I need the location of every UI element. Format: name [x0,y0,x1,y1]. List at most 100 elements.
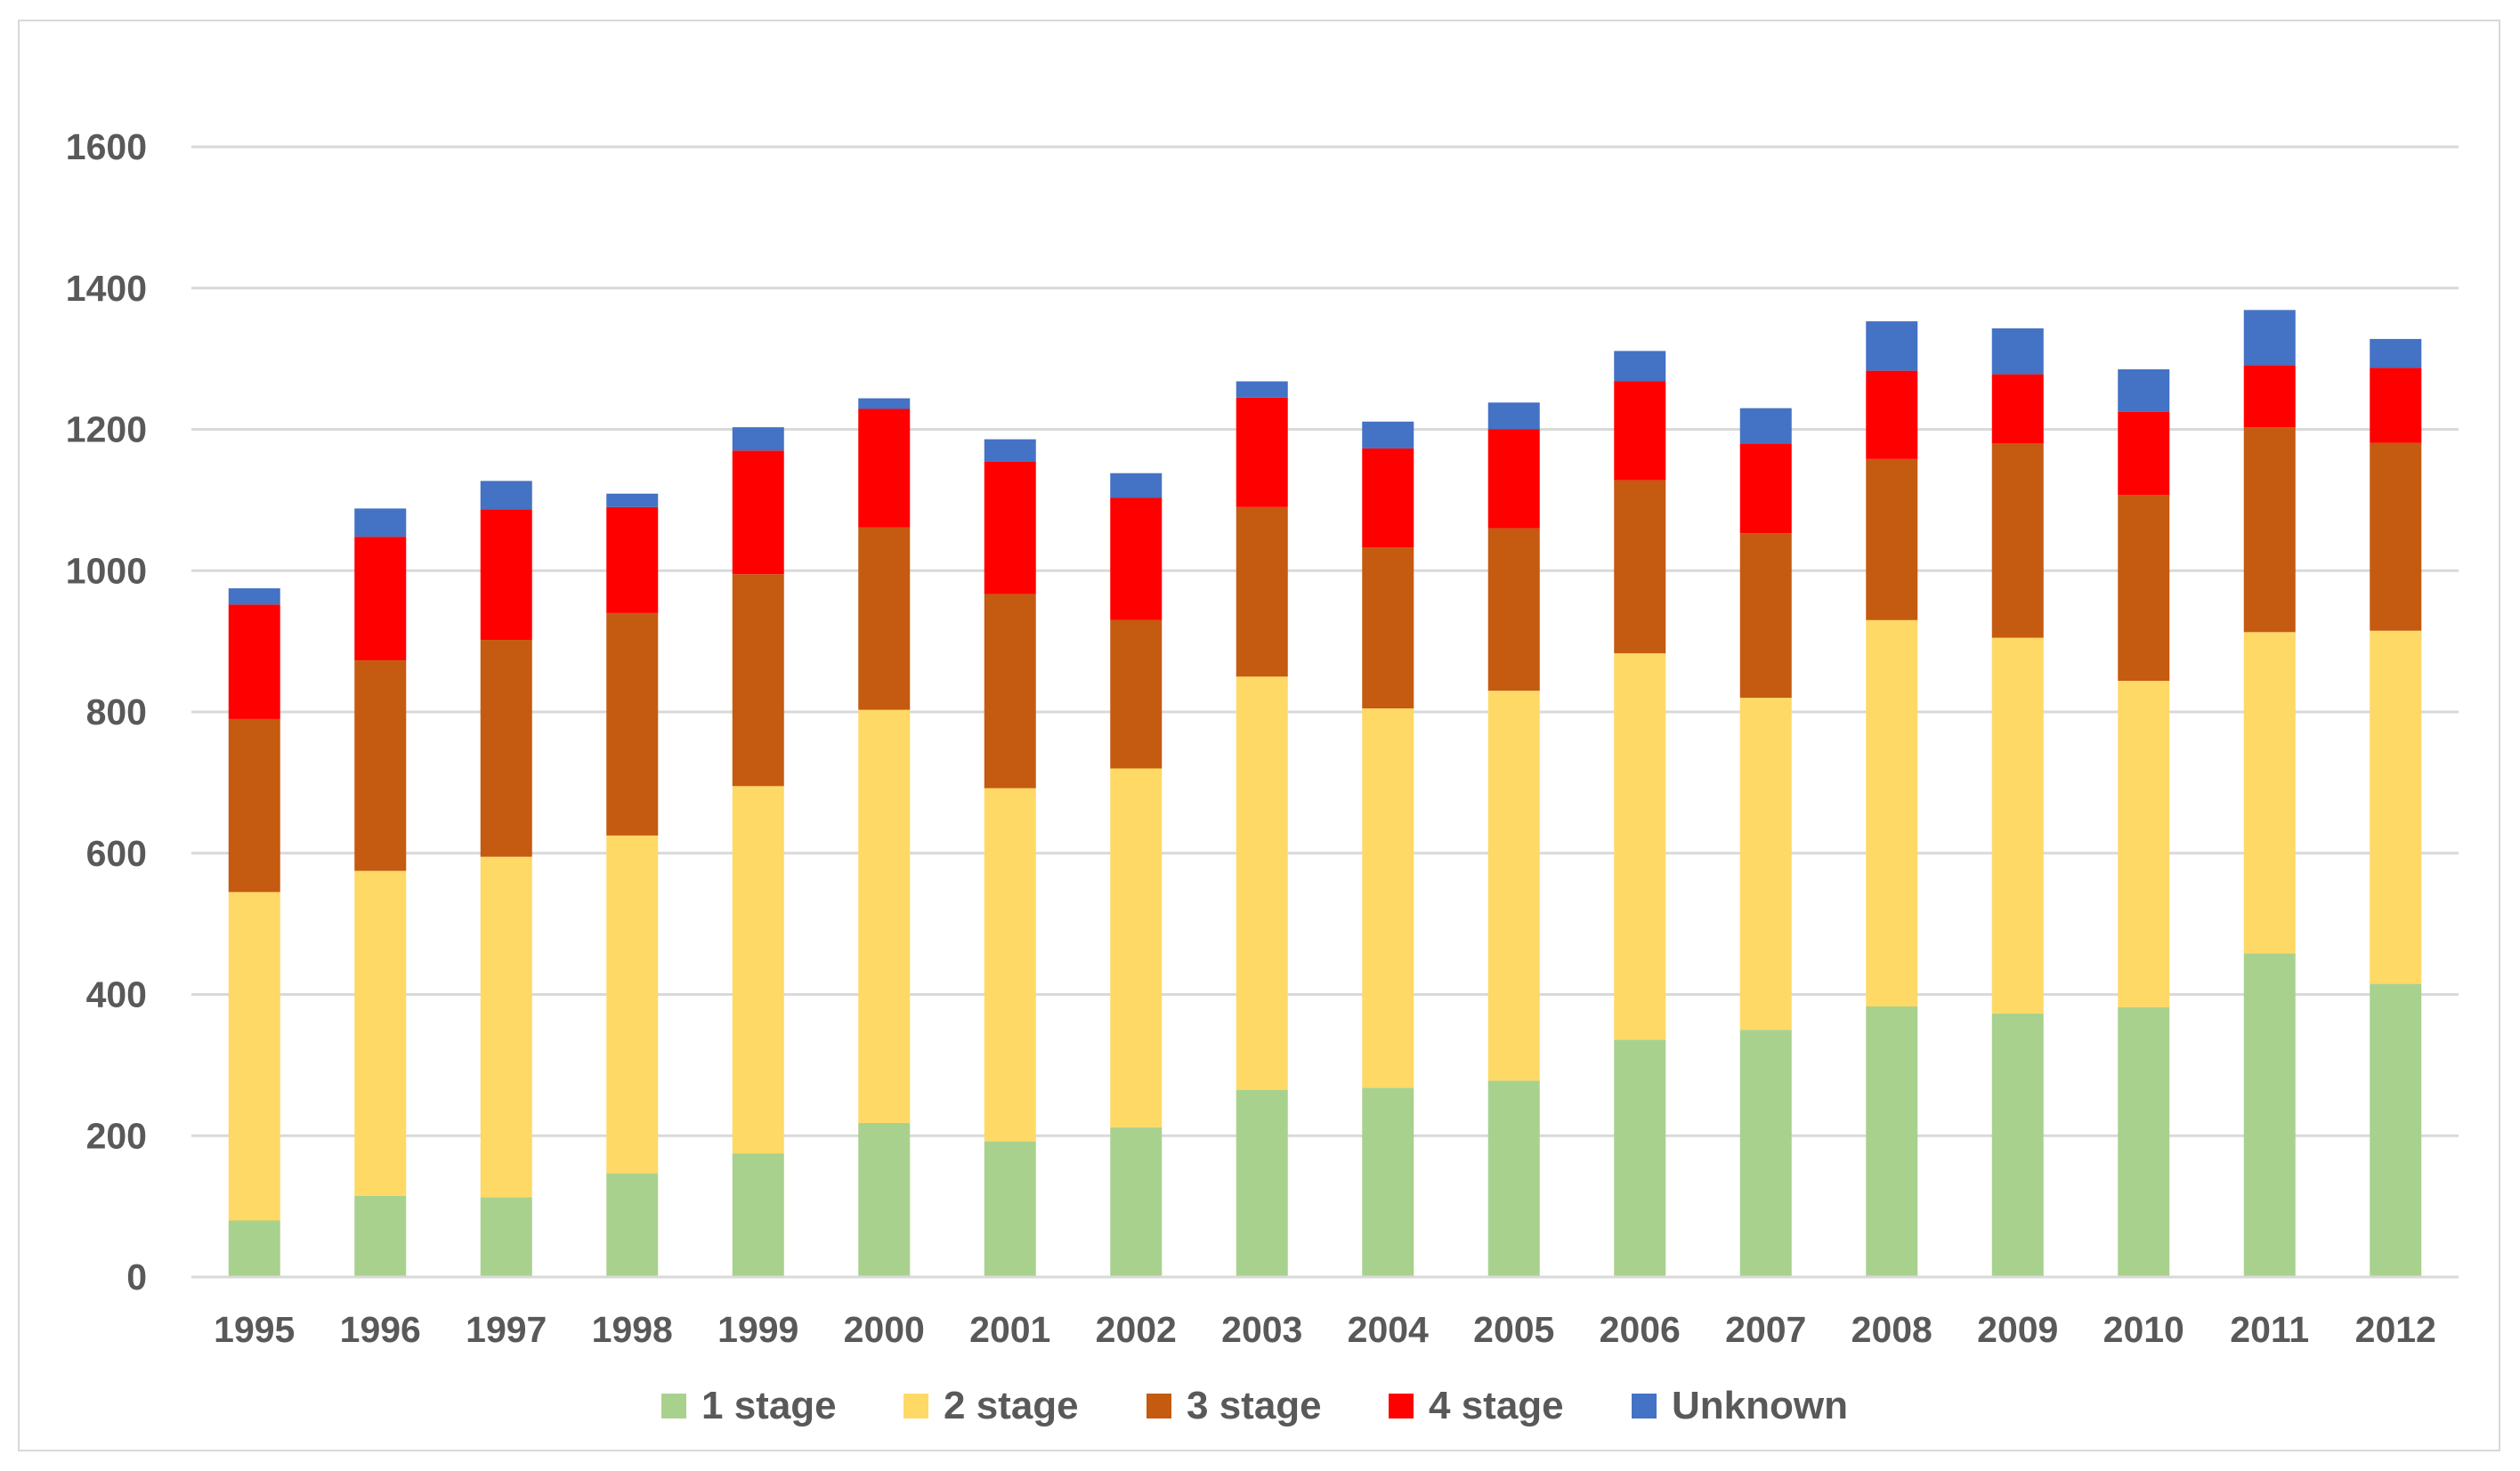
bar-2000-4-stage [858,408,911,528]
bar-1998-2-stage [606,835,659,1174]
bar-2011-1-stage [2243,953,2296,1277]
y-tick-label-800: 800 [86,691,147,732]
bar-2010-4-stage [2118,411,2170,496]
bar-2003-3-stage [1236,506,1288,677]
bar-2001-unknown [984,439,1036,463]
bar-2004-1-stage [1362,1087,1414,1277]
bar-1996-4-stage [354,537,407,661]
x-tick-label-1997: 1997 [466,1309,547,1350]
bar-1995-3-stage [228,718,280,893]
bar-2009-unknown [1991,327,2044,375]
bar-1996-1-stage [354,1195,407,1277]
bar-1995-4-stage [228,604,280,719]
bar-2002-4-stage [1110,497,1163,620]
bar-2008-1-stage [1866,1006,1918,1277]
bar-2004-4-stage [1362,448,1414,548]
bar-1999-1-stage [732,1153,784,1277]
bar-1999-3-stage [732,574,784,787]
bar-1997-2-stage [480,856,532,1198]
x-tick-label-1998: 1998 [592,1309,673,1350]
bar-2007-2-stage [1739,698,1792,1031]
x-axis-ticks: 1995 1996 1997 1998 1999 2000 2001 2002 2003 2004… [214,1309,2436,1350]
bar-2002-unknown [1110,473,1163,498]
bar-2002-3-stage [1110,619,1163,769]
bar-2010-2-stage [2118,681,2170,1007]
bar-1998-3-stage [606,612,659,836]
bar-2010-unknown [2118,369,2170,412]
bar-2006-3-stage [1614,480,1666,654]
bar-2003-2-stage [1236,676,1288,1090]
bar-2011-unknown [2243,310,2296,366]
bar-1998-4-stage [606,506,659,613]
y-tick-label-400: 400 [86,974,147,1015]
bar-1996-3-stage [354,660,407,871]
bar-1996-2-stage [354,870,407,1196]
legend: 1 stage 2 stage 3 stage 4 stage Unknown [661,1384,1848,1427]
bar-2012-4-stage [2370,368,2422,443]
bar-1996-unknown [354,508,407,537]
bar-2009-1-stage [1991,1013,2044,1277]
x-tick-label-2012: 2012 [2355,1309,2436,1350]
legend-label-1-stage: 1 stage [701,1384,837,1427]
bar-1997-unknown [480,481,532,510]
x-tick-label-2002: 2002 [1096,1309,1177,1350]
x-tick-label-1995: 1995 [214,1309,295,1350]
y-tick-label-1400: 1400 [66,268,147,309]
legend-swatch-2-stage [903,1394,928,1418]
bar-2010-3-stage [2118,495,2170,682]
bar-1998-unknown [606,493,659,507]
bar-2005-unknown [1487,402,1540,430]
bar-2012-2-stage [2370,630,2422,984]
legend-swatch-unknown [1632,1394,1657,1418]
y-tick-label-200: 200 [86,1115,147,1156]
x-tick-label-2007: 2007 [1725,1309,1806,1350]
bar-2007-3-stage [1739,533,1792,699]
bar-2004-unknown [1362,421,1414,449]
bar-1995-1-stage [228,1220,280,1277]
bar-2012-1-stage [2370,983,2422,1277]
bar-2006-unknown [1614,351,1666,382]
x-tick-label-2003: 2003 [1221,1309,1302,1350]
x-tick-label-1996: 1996 [340,1309,421,1350]
bar-2007-unknown [1739,408,1792,444]
bar-2011-4-stage [2243,365,2296,428]
bar-2009-3-stage [1991,443,2044,638]
y-tick-label-1000: 1000 [66,550,147,591]
legend-label-4-stage: 4 stage [1429,1384,1564,1427]
legend-swatch-1-stage [661,1394,686,1418]
bar-1995-unknown [228,588,280,605]
x-tick-label-2011: 2011 [2230,1309,2309,1350]
legend-swatch-3-stage [1147,1394,1171,1418]
bar-2002-1-stage [1110,1127,1163,1277]
x-tick-label-2010: 2010 [2103,1309,2184,1350]
bars [191,310,2459,1279]
bar-2005-2-stage [1487,691,1540,1081]
bar-2011-2-stage [2243,632,2296,954]
bar-1999-unknown [732,427,784,451]
bar-2008-3-stage [1866,458,1918,620]
bar-2004-3-stage [1362,547,1414,709]
y-tick-label-0: 0 [126,1257,147,1297]
bar-2000-3-stage [858,527,911,710]
bar-1997-4-stage [480,509,532,641]
bar-2004-2-stage [1362,708,1414,1088]
legend-label-3-stage: 3 stage [1187,1384,1322,1427]
y-axis-ticks: 0 200 400 600 800 1000 1200 1400 1600 [66,126,147,1297]
y-tick-label-1600: 1600 [66,126,147,167]
bar-2008-unknown [1866,321,1918,371]
bar-2001-4-stage [984,462,1036,594]
bar-1999-4-stage [732,450,784,575]
bar-2002-2-stage [1110,768,1163,1127]
bar-2010-1-stage [2118,1006,2170,1277]
x-tick-label-2005: 2005 [1473,1309,1554,1350]
bar-1995-2-stage [228,892,280,1221]
y-tick-label-600: 600 [86,833,147,874]
x-tick-label-2000: 2000 [844,1309,925,1350]
x-tick-label-2006: 2006 [1600,1309,1681,1350]
x-tick-label-2008: 2008 [1852,1309,1933,1350]
x-tick-label-2009: 2009 [1977,1309,2058,1350]
x-tick-label-1999: 1999 [717,1309,798,1350]
bar-2003-unknown [1236,381,1288,398]
bar-2003-1-stage [1236,1089,1288,1277]
